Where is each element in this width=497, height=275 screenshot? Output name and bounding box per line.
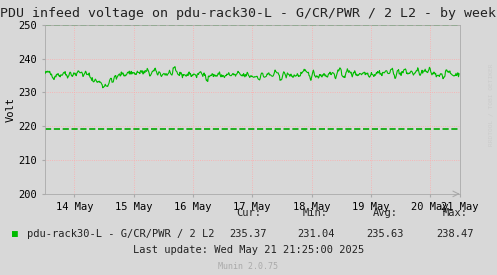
Text: Max:: Max: — [442, 208, 467, 218]
Text: Cur:: Cur: — [236, 208, 261, 218]
Text: Min:: Min: — [303, 208, 328, 218]
Text: pdu-rack30-L - G/CR/PWR / 2 L2: pdu-rack30-L - G/CR/PWR / 2 L2 — [27, 229, 215, 239]
Text: Last update: Wed May 21 21:25:00 2025: Last update: Wed May 21 21:25:00 2025 — [133, 245, 364, 255]
Text: RRDTOOL / TOBI OETIKER: RRDTOOL / TOBI OETIKER — [489, 63, 494, 146]
Text: Munin 2.0.75: Munin 2.0.75 — [219, 262, 278, 271]
Text: Avg:: Avg: — [373, 208, 398, 218]
Text: 231.04: 231.04 — [297, 229, 334, 239]
Text: 238.47: 238.47 — [436, 229, 474, 239]
Text: 235.63: 235.63 — [366, 229, 404, 239]
Y-axis label: Volt: Volt — [5, 97, 15, 122]
Text: 235.37: 235.37 — [230, 229, 267, 239]
Text: ■: ■ — [12, 229, 18, 239]
Text: PDU infeed voltage on pdu-rack30-L - G/CR/PWR / 2 L2 - by week: PDU infeed voltage on pdu-rack30-L - G/C… — [0, 7, 497, 20]
